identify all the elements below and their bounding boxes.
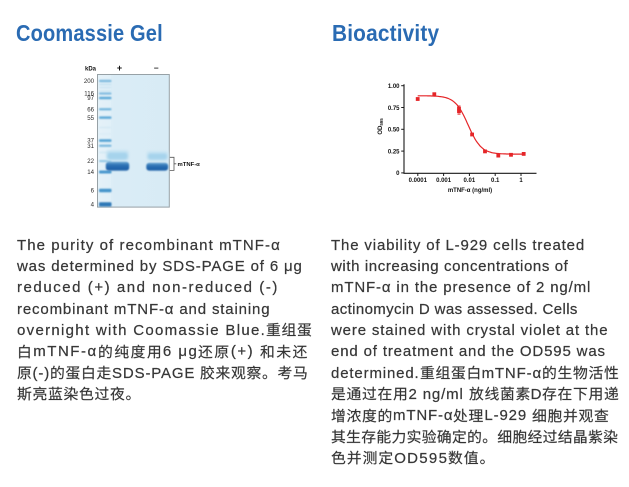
svg-text:0.01: 0.01 (464, 178, 476, 184)
svg-text:37: 37 (87, 138, 94, 145)
svg-text:0: 0 (396, 171, 400, 177)
svg-text:55: 55 (87, 115, 94, 122)
svg-text:4: 4 (91, 202, 95, 209)
svg-text:0.25: 0.25 (388, 149, 400, 155)
svg-text:0.1: 0.1 (491, 178, 500, 184)
svg-text:0.0001: 0.0001 (409, 178, 428, 184)
svg-text:OD595: OD595 (378, 118, 384, 135)
svg-text:22: 22 (87, 158, 94, 165)
svg-text:0.50: 0.50 (388, 128, 400, 134)
svg-text:116: 116 (84, 91, 94, 98)
svg-text:31: 31 (87, 143, 94, 150)
svg-text:–: – (154, 63, 159, 73)
svg-text:mTNF-α (ng/ml): mTNF-α (ng/ml) (448, 188, 492, 194)
svg-text:14: 14 (87, 169, 94, 176)
svg-text:6: 6 (91, 188, 95, 195)
svg-text:66: 66 (87, 106, 94, 113)
svg-text:1.00: 1.00 (388, 84, 400, 90)
svg-text:mTNF-α: mTNF-α (178, 162, 201, 168)
svg-text:200: 200 (84, 78, 95, 85)
svg-text:97: 97 (87, 95, 94, 102)
svg-text:1: 1 (519, 178, 523, 184)
svg-text:0.75: 0.75 (388, 106, 400, 112)
svg-text:0.001: 0.001 (436, 178, 452, 184)
svg-text:+: + (117, 63, 122, 73)
svg-text:kDa: kDa (85, 67, 97, 73)
